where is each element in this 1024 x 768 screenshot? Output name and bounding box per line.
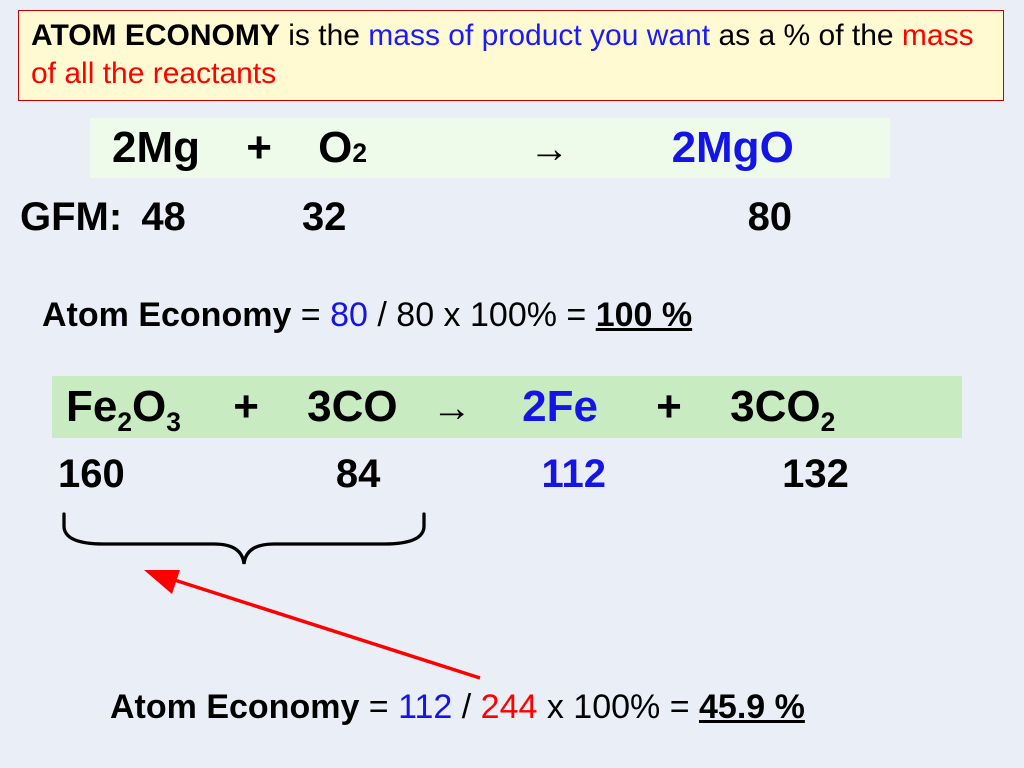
ae1-eq: = [291,296,330,334]
atom-economy-line-2: Atom Economy = 112 / 244 x 100% = 45.9 % [110,688,805,727]
ae2-label: Atom Economy [110,688,359,726]
gfm1-v3: 80 [748,195,793,240]
eq2-product-2: 3CO2 [730,382,835,431]
definition-text-1: is the [280,19,368,52]
gfm2-v4: 132 [782,452,849,497]
eq1-arrow-icon: → [529,119,569,179]
ae2-eq: = [359,688,398,726]
ae1-denominator: 80 [396,296,434,334]
definition-lead: ATOM ECONOMY [31,19,280,52]
eq1-reactant-1: 2Mg [112,118,200,178]
ae2-sep: / [452,688,480,726]
gfm-label: GFM: [20,195,122,240]
eq2-product-1: 2Fe [522,382,598,431]
ae2-denominator: 244 [481,688,538,726]
red-arrow-icon [130,560,510,690]
definition-box: ATOM ECONOMY is the mass of product you … [18,10,1004,101]
equation-1: 2Mg + O2 → 2MgO [90,118,890,178]
eq1-reactant-2: O2 [318,118,367,183]
ae1-result: 100 % [596,296,692,334]
ae2-times: x 100% = [537,688,699,726]
ae1-sep: / [368,296,396,334]
ae1-numerator: 80 [330,296,368,334]
definition-blue: mass of product you want [368,19,710,52]
eq2-arrow-icon: → [432,386,472,430]
gfm1-v2: 32 [302,195,347,240]
definition-text-2: as a % of the [710,19,902,52]
eq1-plus: + [246,118,272,178]
eq2-reactant-1: Fe2O3 [66,382,181,431]
ae1-times: x 100% = [434,296,596,334]
equation-2: Fe2O3 + 3CO → 2Fe + 3CO2 [52,376,962,438]
eq2-reactant-2: 3CO [307,382,397,431]
eq2-plus-1: + [233,382,259,431]
eq1-product: 2MgO [672,118,794,178]
gfm2-v1: 160 [58,452,125,497]
gfm-row-1: GFM: 48 32 80 [20,195,792,240]
atom-economy-line-1: Atom Economy = 80 / 80 x 100% = 100 % [42,296,692,335]
gfm2-v2: 84 [336,452,381,497]
ae2-result: 45.9 % [699,688,805,726]
gfm2-v3: 112 [542,452,607,497]
ae1-label: Atom Economy [42,296,291,334]
eq2-plus-2: + [656,382,682,431]
ae2-numerator: 112 [398,688,452,726]
gfm-row-2: 160 84 112 132 [58,452,849,497]
gfm1-v1: 48 [141,195,186,240]
